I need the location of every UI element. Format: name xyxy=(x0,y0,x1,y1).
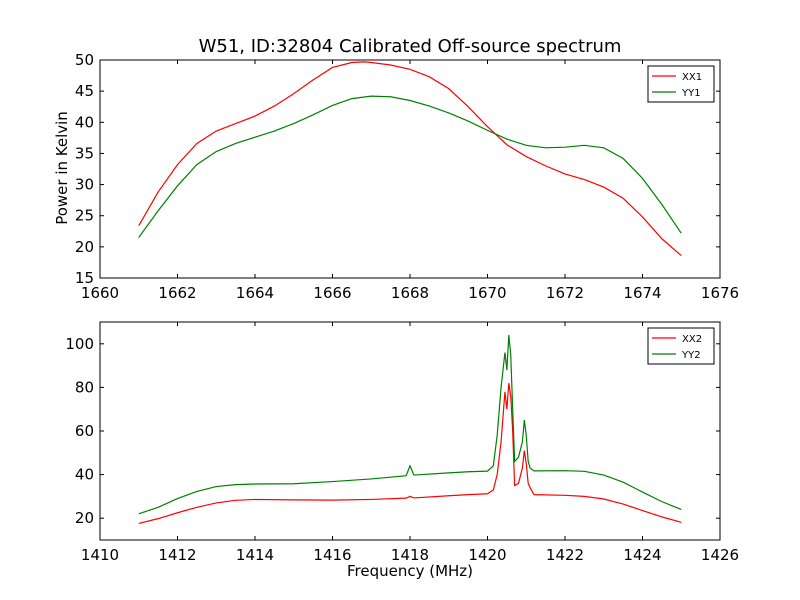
bottom-y-tick-label: 80 xyxy=(75,378,94,396)
bottom-legend-label-yy2: YY2 xyxy=(681,350,701,361)
top-y-tick-label: 30 xyxy=(75,176,94,194)
top-legend-label-yy1: YY1 xyxy=(681,88,701,99)
bottom-y-tick-label: 60 xyxy=(75,422,94,440)
top-axes-frame xyxy=(99,59,721,279)
bottom-series-line-xx2 xyxy=(138,382,682,525)
bottom-x-tick-label: 1410 xyxy=(81,546,119,564)
top-series-line-yy1 xyxy=(138,95,682,238)
y-axis-label-top: Power in Kelvin xyxy=(53,111,71,225)
bottom-spectrum-axes: 1410 1412 1414 1416 1418 1420 1422 1424 1426 20 40… xyxy=(65,321,739,564)
bottom-y-tick-label: 40 xyxy=(75,466,94,484)
bottom-x-tick-label: 1416 xyxy=(313,546,351,564)
bottom-y-tick-label: 100 xyxy=(65,335,94,353)
top-x-tick-label: 1662 xyxy=(158,284,196,302)
bottom-x-tick-label: 1412 xyxy=(158,546,196,564)
bottom-x-tick-label: 1414 xyxy=(236,546,274,564)
chart-title-top: W51, ID:32804 Calibrated Off-source spec… xyxy=(199,36,622,57)
x-axis-label-bottom: Frequency (MHz) xyxy=(347,562,473,580)
top-x-tick-label: 1664 xyxy=(236,284,274,302)
top-plot-area xyxy=(100,60,720,278)
bottom-x-tick-label: 1420 xyxy=(468,546,506,564)
top-series-line-xx1 xyxy=(138,61,682,257)
bottom-axes-frame xyxy=(99,321,721,541)
bottom-plot-area xyxy=(100,322,720,540)
bottom-x-tick-label: 1418 xyxy=(391,546,429,564)
top-y-tick-label: 35 xyxy=(75,144,94,162)
top-x-tick-label: 1668 xyxy=(391,284,429,302)
top-spectrum-axes: 1660 1662 1664 1666 1668 1670 1672 1674 1676 15 20… xyxy=(75,51,739,302)
bottom-y-tick-label: 20 xyxy=(75,509,94,527)
top-y-tick-label: 45 xyxy=(75,82,94,100)
bottom-legend-box xyxy=(647,327,715,365)
top-legend-label-xx1: XX1 xyxy=(682,72,702,83)
top-legend-box xyxy=(647,65,715,103)
top-y-tick-label: 15 xyxy=(75,269,94,287)
bottom-legend-label-xx2: XX2 xyxy=(682,334,702,345)
top-x-tick-label: 1660 xyxy=(81,284,119,302)
top-x-tick-label: 1670 xyxy=(468,284,506,302)
top-x-tick-label: 1676 xyxy=(701,284,739,302)
top-x-tick-label: 1674 xyxy=(623,284,661,302)
bottom-x-tick-label: 1424 xyxy=(623,546,661,564)
bottom-x-tick-label: 1422 xyxy=(546,546,584,564)
top-x-tick-label: 1672 xyxy=(546,284,584,302)
top-y-tick-label: 40 xyxy=(75,113,94,131)
top-x-tick-label: 1666 xyxy=(313,284,351,302)
bottom-x-tick-label: 1426 xyxy=(701,546,739,564)
bottom-series-line-yy2 xyxy=(138,335,682,515)
top-y-tick-label: 50 xyxy=(75,51,94,69)
top-y-tick-label: 20 xyxy=(75,238,94,256)
top-y-tick-label: 25 xyxy=(75,207,94,225)
